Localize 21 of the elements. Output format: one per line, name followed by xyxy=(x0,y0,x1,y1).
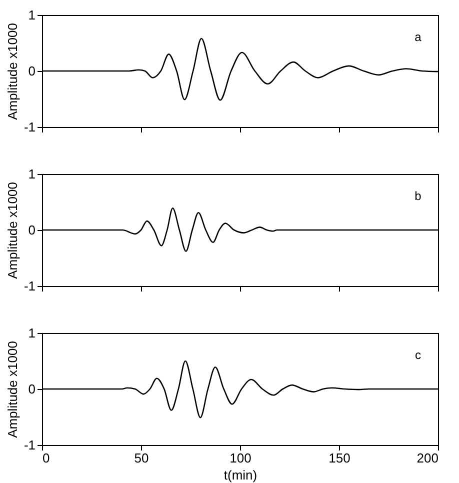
y-axis-title: Amplitude x1000 xyxy=(4,182,20,279)
x-tick-label: 200 xyxy=(416,450,438,466)
y-axis-title: Amplitude x1000 xyxy=(4,23,20,120)
y-tick-label: 0 xyxy=(28,64,36,78)
x-tick-label: 50 xyxy=(134,450,149,466)
x-tick-label: 100 xyxy=(230,450,252,466)
y-tick-label: -1 xyxy=(24,120,36,134)
y-tick-label: 1 xyxy=(28,326,36,340)
y-tick-label: 1 xyxy=(28,166,36,182)
y-tick-label: 1 xyxy=(28,8,36,22)
x-tick-label: 150 xyxy=(328,450,350,466)
x-tick-label: 0 xyxy=(42,450,50,466)
x-axis-title: t(min) xyxy=(224,468,258,482)
y-tick-label: 0 xyxy=(28,382,36,396)
y-tick-label: -1 xyxy=(24,438,36,452)
annotation: c xyxy=(415,348,421,362)
annotation: a xyxy=(414,30,422,44)
annotation: b xyxy=(414,189,422,203)
y-tick-label: -1 xyxy=(24,278,36,294)
y-axis-title: Amplitude x1000 xyxy=(4,341,20,438)
y-tick-label: 0 xyxy=(28,222,36,238)
